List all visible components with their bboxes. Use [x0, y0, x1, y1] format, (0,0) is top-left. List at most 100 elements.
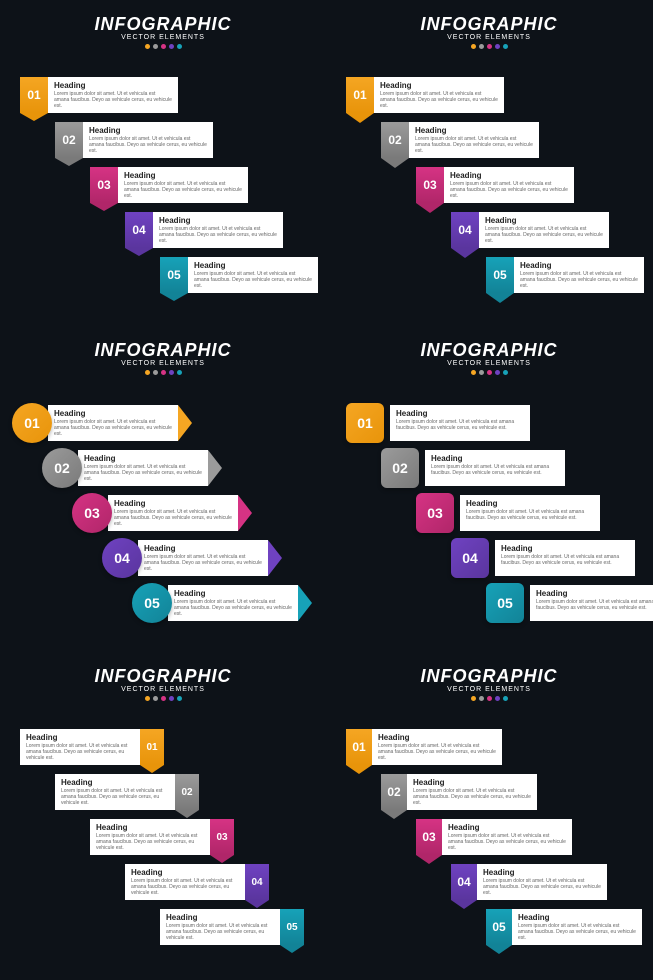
- step-badge-04: 04: [451, 864, 477, 900]
- step-heading: Heading: [380, 81, 498, 90]
- step-card: HeadingLorem ipsum dolor sit amet. Ut et…: [168, 585, 298, 621]
- title: INFOGRAPHIC: [326, 14, 652, 35]
- step-row-05: HeadingLorem ipsum dolor sit amet. Ut et…: [160, 909, 304, 945]
- step-card: HeadingLorem ipsum dolor sit amet. Ut et…: [188, 257, 318, 293]
- step-card: HeadingLorem ipsum dolor sit amet. Ut et…: [479, 212, 609, 248]
- color-dots: [0, 44, 326, 49]
- infographic-panel-5: INFOGRAPHIC VECTOR ELEMENTS HeadingLorem…: [0, 652, 326, 729]
- step-heading: Heading: [159, 216, 277, 225]
- step-heading: Heading: [131, 868, 239, 877]
- step-body: Lorem ipsum dolor sit amet. Ut et vehicu…: [485, 226, 603, 244]
- step-heading: Heading: [174, 589, 292, 598]
- step-badge-02: 02: [42, 448, 82, 488]
- step-row-02: 02 HeadingLorem ipsum dolor sit amet. Ut…: [381, 774, 537, 810]
- step-badge-03: 03: [416, 819, 442, 855]
- step-body: Lorem ipsum dolor sit amet. Ut et vehicu…: [89, 136, 207, 154]
- color-dots: [0, 696, 326, 701]
- step-body: Lorem ipsum dolor sit amet. Ut et vehicu…: [450, 181, 568, 199]
- step-body: Lorem ipsum dolor sit amet. Ut et vehicu…: [84, 464, 202, 482]
- title: INFOGRAPHIC: [0, 14, 326, 35]
- color-dots: [326, 696, 652, 701]
- step-badge-03: 03: [72, 493, 112, 533]
- step-heading: Heading: [26, 733, 134, 742]
- step-badge-05: 05: [280, 909, 304, 945]
- step-badge-02: 02: [381, 774, 407, 810]
- step-body: Lorem ipsum dolor sit amet. Ut et vehicu…: [501, 554, 629, 566]
- step-row-04: HeadingLorem ipsum dolor sit amet. Ut et…: [125, 864, 269, 900]
- step-heading: Heading: [166, 913, 274, 922]
- step-badge-03: 03: [416, 493, 454, 533]
- step-body: Lorem ipsum dolor sit amet. Ut et vehicu…: [536, 599, 653, 611]
- color-dots: [0, 370, 326, 375]
- color-dots: [326, 370, 652, 375]
- step-row-04: 04 HeadingLorem ipsum dolor sit amet. Ut…: [451, 212, 609, 248]
- step-heading: Heading: [61, 778, 169, 787]
- step-card: HeadingLorem ipsum dolor sit amet. Ut et…: [374, 77, 504, 113]
- title: INFOGRAPHIC: [0, 666, 326, 687]
- subtitle: VECTOR ELEMENTS: [0, 360, 326, 367]
- step-badge-01: 01: [140, 729, 164, 765]
- step-row-01: 01 .pane-1 .row:nth-child(1) .a-tag::aft…: [20, 77, 178, 113]
- step-row-05: 05 HeadingLorem ipsum dolor sit amet. Ut…: [132, 583, 312, 623]
- step-heading: Heading: [124, 171, 242, 180]
- step-heading: Heading: [501, 544, 629, 553]
- step-card: HeadingLorem ipsum dolor sit amet. Ut et…: [460, 495, 600, 531]
- step-badge-01: 01: [346, 77, 374, 113]
- step-card: HeadingLorem ipsum dolor sit amet. Ut et…: [530, 585, 653, 621]
- step-body: Lorem ipsum dolor sit amet. Ut et vehicu…: [174, 599, 292, 617]
- step-body: Lorem ipsum dolor sit amet. Ut et vehicu…: [518, 923, 636, 941]
- step-badge-01: 01 .pane-1 .row:nth-child(1) .a-tag::aft…: [20, 77, 48, 113]
- step-row-04: 04 HeadingLorem ipsum dolor sit amet. Ut…: [451, 864, 607, 900]
- step-badge-04: 04: [245, 864, 269, 900]
- arrow-icon: [268, 540, 282, 576]
- step-body: Lorem ipsum dolor sit amet. Ut et vehicu…: [159, 226, 277, 244]
- subtitle: VECTOR ELEMENTS: [326, 686, 652, 693]
- step-card: HeadingLorem ipsum dolor sit amet. Ut et…: [20, 729, 140, 765]
- arrow-icon: [178, 405, 192, 441]
- step-body: Lorem ipsum dolor sit amet. Ut et vehicu…: [380, 91, 498, 109]
- step-card: HeadingLorem ipsum dolor sit amet. Ut et…: [108, 495, 238, 531]
- subtitle: VECTOR ELEMENTS: [326, 360, 652, 367]
- step-heading: Heading: [96, 823, 204, 832]
- step-body: Lorem ipsum dolor sit amet. Ut et vehicu…: [61, 788, 169, 806]
- step-body: Lorem ipsum dolor sit amet. Ut et vehicu…: [54, 91, 172, 109]
- step-badge-02: 02: [175, 774, 199, 810]
- step-row-02: 02 HeadingLorem ipsum dolor sit amet. Ut…: [42, 448, 222, 488]
- step-card: HeadingLorem ipsum dolor sit amet. Ut et…: [90, 819, 210, 855]
- step-badge-02: 02 .pane-1 .row:nth-child(2) .a-tag::aft…: [55, 122, 83, 158]
- step-card: HeadingLorem ipsum dolor sit amet. Ut et…: [407, 774, 537, 810]
- step-card: HeadingLorem ipsum dolor sit amet. Ut et…: [153, 212, 283, 248]
- step-heading: Heading: [450, 171, 568, 180]
- title: INFOGRAPHIC: [0, 340, 326, 361]
- step-row-01: 01 HeadingLorem ipsum dolor sit amet. Ut…: [346, 729, 502, 765]
- step-body: Lorem ipsum dolor sit amet. Ut et vehicu…: [466, 509, 594, 521]
- step-card: HeadingLorem ipsum dolor sit amet. Ut et…: [444, 167, 574, 203]
- step-body: Lorem ipsum dolor sit amet. Ut et vehicu…: [96, 833, 204, 851]
- step-row-01: 01 HeadingLorem ipsum dolor sit amet. Ut…: [346, 403, 530, 443]
- step-body: Lorem ipsum dolor sit amet. Ut et vehicu…: [114, 509, 232, 527]
- infographic-panel-1: INFOGRAPHIC VECTOR ELEMENTS 01 .pane-1 .…: [0, 0, 326, 77]
- step-row-03: 03 HeadingLorem ipsum dolor sit amet. Ut…: [72, 493, 252, 533]
- step-heading: Heading: [520, 261, 638, 270]
- step-heading: Heading: [448, 823, 566, 832]
- step-body: Lorem ipsum dolor sit amet. Ut et vehicu…: [54, 419, 172, 437]
- panel-header: INFOGRAPHIC VECTOR ELEMENTS: [326, 0, 652, 49]
- step-row-01: 01 HeadingLorem ipsum dolor sit amet. Ut…: [12, 403, 192, 443]
- step-card: HeadingLorem ipsum dolor sit amet. Ut et…: [78, 450, 208, 486]
- step-badge-04: 04: [451, 212, 479, 248]
- infographic-panel-4: INFOGRAPHIC VECTOR ELEMENTS 01 HeadingLo…: [326, 326, 652, 403]
- step-heading: Heading: [54, 409, 172, 418]
- step-card: HeadingLorem ipsum dolor sit amet. Ut et…: [55, 774, 175, 810]
- step-heading: Heading: [485, 216, 603, 225]
- step-badge-04: 04 .pane-1 .row:nth-child(4) .a-tag::aft…: [125, 212, 153, 248]
- step-card: HeadingLorem ipsum dolor sit amet. Ut et…: [477, 864, 607, 900]
- step-row-05: 05 HeadingLorem ipsum dolor sit amet. Ut…: [486, 583, 653, 623]
- step-body: Lorem ipsum dolor sit amet. Ut et vehicu…: [448, 833, 566, 851]
- step-heading: Heading: [114, 499, 232, 508]
- step-card: HeadingLorem ipsum dolor sit amet. Ut et…: [495, 540, 635, 576]
- step-body: Lorem ipsum dolor sit amet. Ut et vehicu…: [396, 419, 524, 431]
- step-body: Lorem ipsum dolor sit amet. Ut et vehicu…: [520, 271, 638, 289]
- step-heading: Heading: [144, 544, 262, 553]
- step-body: Lorem ipsum dolor sit amet. Ut et vehicu…: [166, 923, 274, 941]
- step-card: HeadingLorem ipsum dolor sit amet. Ut et…: [48, 77, 178, 113]
